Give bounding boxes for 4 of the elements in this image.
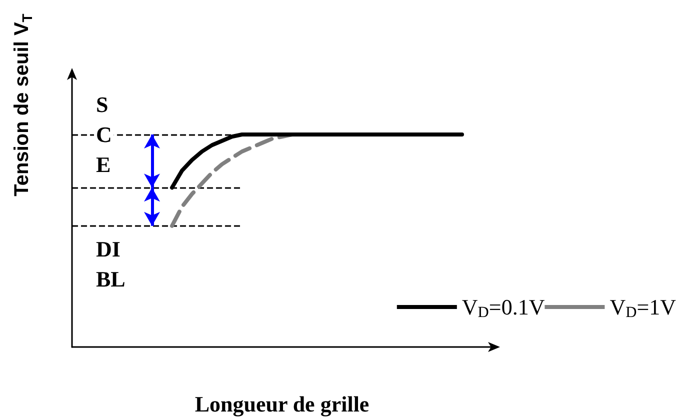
annotation: DI BL — [96, 236, 126, 292]
annotation: S C E — [96, 92, 112, 178]
y-axis-title: Tension de seuil VT — [11, 13, 35, 196]
x-axis-title: Longueur de grille — [194, 392, 370, 416]
